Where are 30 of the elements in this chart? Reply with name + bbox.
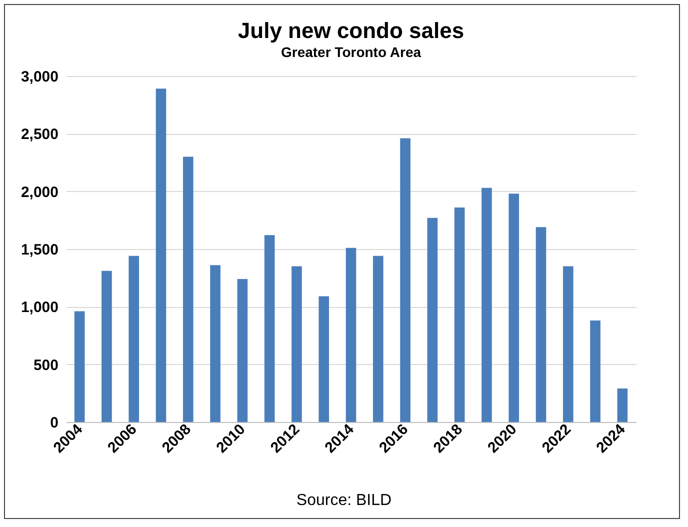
bar: [102, 270, 112, 422]
bar: [264, 235, 275, 422]
bar: [508, 194, 520, 422]
chart-subtitle: Greater Toronto Area: [280, 44, 422, 60]
y-tick-label: 3,000: [20, 68, 58, 86]
bar: [454, 207, 465, 422]
bar: [237, 278, 248, 422]
bar: [482, 188, 492, 422]
bar: [128, 256, 140, 422]
bar: [372, 256, 384, 422]
chart-title: July new condo sales: [238, 18, 464, 43]
bar: [617, 388, 628, 422]
bar: [590, 320, 600, 422]
bar: [318, 296, 330, 422]
bar: [182, 156, 194, 422]
source-note: Source: BILD: [295, 492, 393, 510]
bar: [346, 248, 356, 422]
y-tick-label: 1,500: [20, 242, 58, 258]
y-tick-label: 2,500: [20, 126, 58, 144]
y-tick-label: 2,000: [20, 184, 58, 201]
bar: [210, 265, 220, 422]
y-tick-label: 1,000: [20, 299, 58, 316]
bar: [74, 311, 85, 422]
bar: [156, 88, 166, 422]
bar: [400, 138, 410, 422]
bar: [562, 266, 574, 422]
y-tick-label: 500: [33, 356, 58, 374]
bar: [292, 266, 302, 422]
bar: [536, 227, 546, 422]
bar: [427, 218, 438, 422]
